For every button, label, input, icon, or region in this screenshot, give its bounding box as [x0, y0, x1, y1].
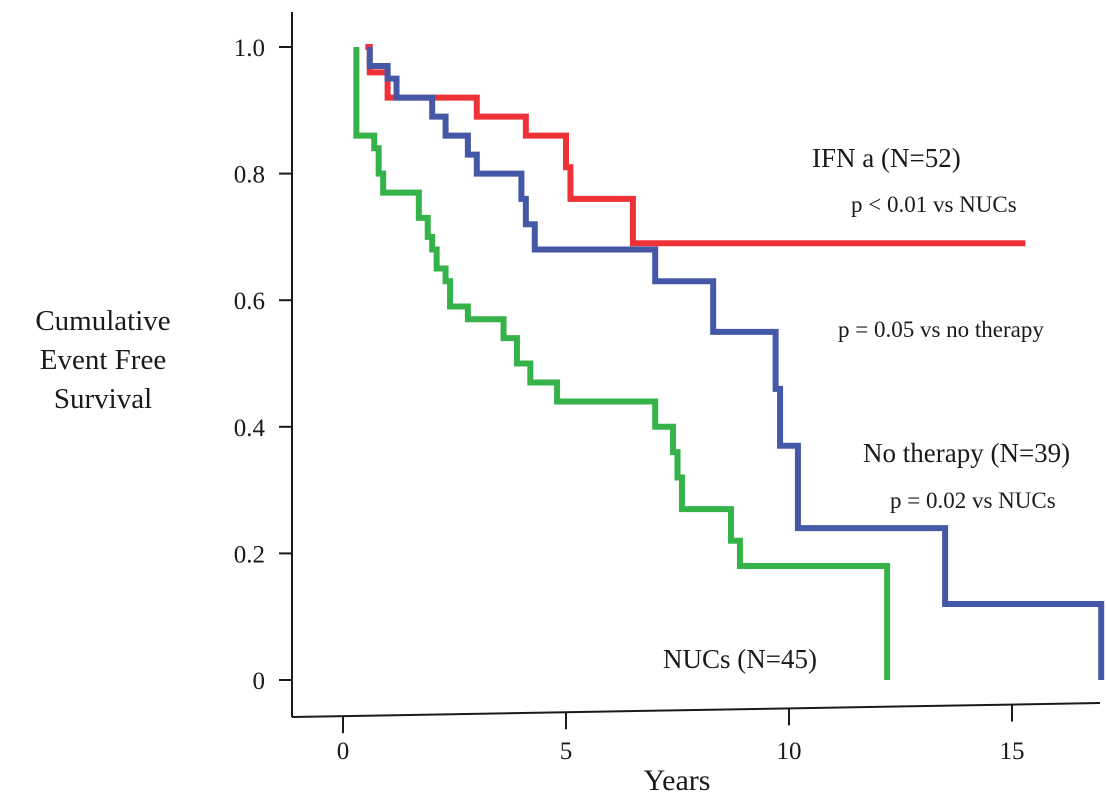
- y-tick-label: 0.8: [234, 162, 265, 189]
- x-ticks: 0 5 10 15: [337, 704, 1025, 765]
- x-tick-label: 5: [560, 738, 573, 765]
- y-axis-label-line-3: Survival: [54, 383, 152, 415]
- no-therapy-curve: [366, 47, 1105, 680]
- series-layer: [353, 44, 1105, 680]
- ifn-curve: [365, 44, 1026, 247]
- y-axis-label-line-1: Cumulative: [35, 305, 170, 337]
- x-tick-label: 0: [337, 738, 350, 765]
- notherapy-p-value-2: p = 0.02 vs NUCs: [890, 488, 1056, 513]
- x-axis-label: Years: [644, 764, 711, 796]
- nucs-label: NUCs (N=45): [663, 644, 817, 674]
- ifn-label: IFN a (N=52): [812, 143, 961, 173]
- y-tick-label: 0.4: [234, 415, 266, 442]
- axes: [291, 12, 1101, 718]
- x-tick-label: 15: [1000, 738, 1025, 765]
- ifn-p-value: p < 0.01 vs NUCs: [851, 192, 1017, 217]
- y-axis-label-line-2: Event Free: [40, 344, 166, 376]
- x-tick-label: 10: [777, 738, 802, 765]
- notherapy-label: No therapy (N=39): [863, 438, 1070, 468]
- x-axis-line: [291, 702, 1101, 718]
- y-tick-label: 1.0: [234, 35, 265, 62]
- nucs-curve: [353, 47, 891, 680]
- y-tick-label: 0: [253, 668, 266, 695]
- notherapy-p-value-1: p = 0.05 vs no therapy: [838, 317, 1044, 342]
- y-ticks: 1.0 0.8 0.6 0.4 0.2 0: [234, 35, 292, 695]
- y-tick-label: 0.6: [234, 288, 265, 315]
- y-tick-label: 0.2: [234, 541, 265, 568]
